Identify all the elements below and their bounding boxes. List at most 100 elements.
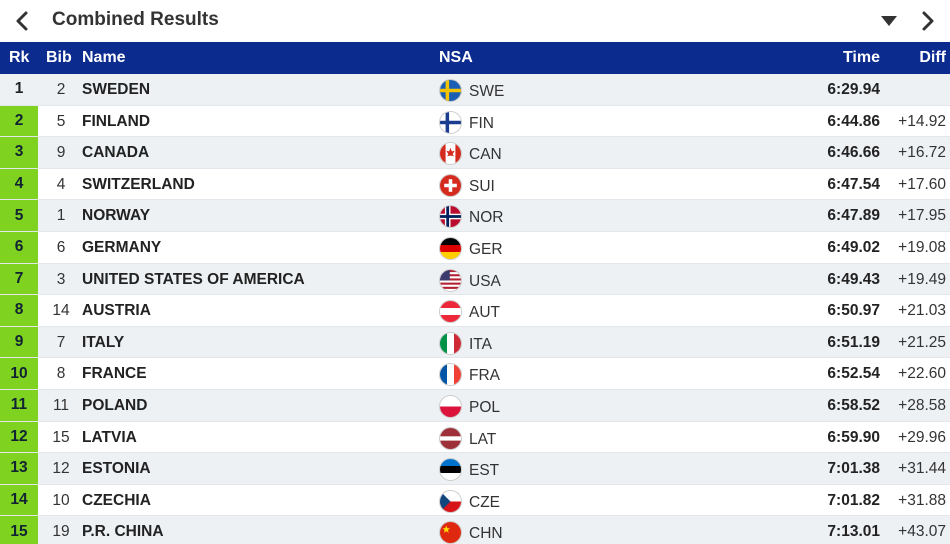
diff-cell: +17.60 [898, 175, 946, 193]
nsa-cell: NOR [469, 209, 504, 227]
flag-icon [439, 110, 462, 134]
table-row[interactable]: 8 14 AUSTRIA AUT 6:50.97 +21.03 [0, 295, 950, 327]
flag-icon [439, 489, 462, 513]
flag-icon [439, 394, 462, 418]
rank-cell: 4 [0, 168, 38, 200]
time-cell: 6:58.52 [827, 396, 880, 414]
flag-icon [439, 173, 462, 197]
nsa-cell: CHN [469, 525, 503, 543]
flag-icon [439, 521, 462, 544]
nsa-cell: SUI [469, 177, 495, 195]
rank-cell: 12 [0, 421, 38, 453]
flag-icon [439, 458, 462, 482]
name-cell[interactable]: CZECHIA [82, 491, 151, 509]
diff-cell: +31.44 [898, 460, 946, 478]
table-row[interactable]: 7 3 UNITED STATES OF AMERICA USA 6:49.43 +19.… [0, 263, 950, 296]
time-cell: 6:49.02 [827, 238, 880, 256]
name-cell[interactable]: P.R. CHINA [82, 523, 164, 541]
bib-cell: 3 [56, 270, 66, 288]
rank-cell: 7 [0, 263, 38, 295]
bib-cell: 2 [56, 81, 66, 98]
rank-cell: 13 [0, 453, 38, 484]
bib-cell: 19 [52, 523, 70, 541]
table-row[interactable]: 13 12 ESTONIA EST 7:01.38 +31.44 [0, 453, 950, 485]
rank-cell: 5 [0, 200, 38, 231]
rank-cell: 1 [14, 80, 24, 98]
table-row[interactable]: 12 15 LATVIA LAT 6:59.90 +29.96 [0, 421, 950, 454]
name-cell[interactable]: SWITZERLAND [82, 175, 195, 193]
top-bar: Combined Results [0, 0, 950, 42]
nsa-cell: FIN [469, 114, 494, 132]
flag-icon [439, 426, 462, 450]
col-bib[interactable]: Bib [46, 49, 72, 66]
name-cell[interactable]: ITALY [82, 333, 125, 351]
name-cell[interactable]: GERMANY [82, 238, 162, 256]
diff-cell: +19.08 [898, 238, 946, 256]
name-cell[interactable]: UNITED STATES OF AMERICA [82, 270, 305, 288]
bib-cell: 1 [56, 207, 66, 225]
name-cell[interactable]: NORWAY [82, 207, 151, 225]
diff-cell: +14.92 [898, 112, 946, 130]
rank-cell: 8 [0, 295, 38, 326]
nsa-cell: CZE [469, 493, 500, 511]
col-name[interactable]: Name [82, 49, 126, 66]
bib-cell: 8 [56, 365, 66, 383]
caret-down-icon[interactable] [879, 13, 899, 29]
flag-icon [439, 363, 462, 387]
chevron-right-icon[interactable] [918, 9, 938, 33]
name-cell[interactable]: LATVIA [82, 428, 137, 446]
name-cell[interactable]: SWEDEN [82, 81, 151, 98]
time-cell: 6:29.94 [827, 81, 880, 98]
col-nsa[interactable]: NSA [439, 49, 473, 66]
nsa-cell: GER [469, 240, 503, 258]
diff-cell: +29.96 [898, 428, 946, 446]
nsa-cell: SWE [469, 83, 505, 100]
table-row[interactable]: 4 4 SWITZERLAND SUI 6:47.54 +17.60 [0, 168, 950, 201]
time-cell: 6:52.54 [827, 365, 880, 383]
results-table: 1 2 SWEDEN SWE 6:29.94 2 5 FINLAND FIN 6:44.86 +14… [0, 74, 950, 544]
col-diff[interactable]: Diff [919, 49, 946, 66]
diff-cell: +17.95 [898, 207, 946, 225]
nsa-cell: POL [469, 398, 501, 416]
table-row[interactable]: 11 11 POLAND POL 6:58.52 +28.58 [0, 389, 950, 422]
col-rank[interactable]: Rk [9, 49, 30, 66]
col-time[interactable]: Time [842, 49, 880, 66]
bib-cell: 6 [56, 238, 66, 256]
nsa-cell: AUT [469, 304, 500, 322]
time-cell: 6:44.86 [827, 112, 880, 130]
name-cell[interactable]: CANADA [82, 144, 150, 162]
table-row[interactable]: 15 19 P.R. CHINA CHN 7:13.01 +43.07 [0, 516, 950, 544]
bib-cell: 7 [56, 333, 66, 351]
bib-cell: 11 [52, 396, 70, 414]
nsa-cell: EST [469, 462, 500, 480]
diff-cell: +19.49 [898, 270, 946, 288]
table-row[interactable]: 5 1 NORWAY NOR 6:47.89 +17.95 [0, 200, 950, 232]
time-cell: 6:47.54 [827, 175, 880, 193]
name-cell[interactable]: ESTONIA [82, 460, 151, 478]
table-row[interactable]: 6 6 GERMANY GER 6:49.02 +19.08 [0, 231, 950, 264]
flag-icon [439, 79, 462, 102]
chevron-left-icon[interactable] [12, 9, 32, 33]
table-row[interactable]: 2 5 FINLAND FIN 6:44.86 +14.92 [0, 105, 950, 138]
diff-cell: +43.07 [898, 523, 946, 541]
table-row[interactable]: 1 2 SWEDEN SWE 6:29.94 [0, 74, 950, 106]
table-row[interactable]: 3 9 CANADA CAN 6:46.66 +16.72 [0, 137, 950, 169]
table-row[interactable]: 10 8 FRANCE FRA 6:52.54 +22.60 [0, 358, 950, 390]
rank-cell: 6 [0, 231, 38, 263]
table-row[interactable]: 14 10 CZECHIA CZE 7:01.82 +31.88 [0, 484, 950, 517]
nsa-cell: ITA [469, 335, 492, 353]
name-cell[interactable]: FINLAND [82, 112, 151, 130]
rank-cell: 15 [0, 516, 38, 544]
diff-cell: +22.60 [898, 365, 946, 383]
nsa-cell: LAT [469, 430, 497, 448]
time-cell: 7:01.38 [827, 460, 880, 478]
nsa-cell: FRA [469, 367, 500, 385]
bib-cell: 5 [56, 112, 66, 130]
table-row[interactable]: 9 7 ITALY ITA 6:51.19 +21.25 [0, 326, 950, 359]
name-cell[interactable]: AUSTRIA [82, 302, 151, 320]
diff-cell: +28.58 [898, 396, 946, 414]
bib-cell: 12 [52, 460, 70, 478]
time-cell: 6:46.66 [827, 144, 880, 162]
name-cell[interactable]: POLAND [82, 396, 148, 414]
name-cell[interactable]: FRANCE [82, 365, 147, 383]
